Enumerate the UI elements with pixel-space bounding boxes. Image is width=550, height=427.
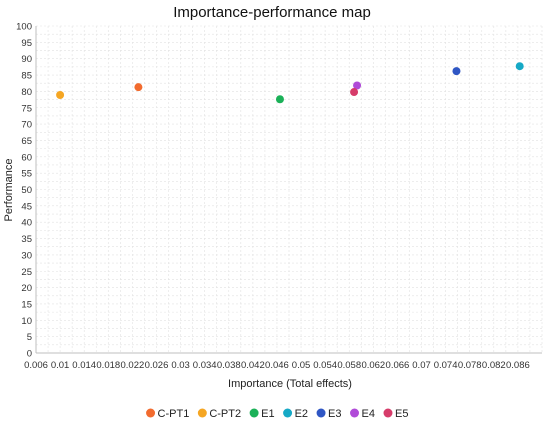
y-tick-label: 15	[21, 299, 32, 310]
legend-label-e1: E1	[261, 408, 274, 420]
x-tick-label: 0.042	[241, 360, 265, 371]
legend-marker-c-pt2	[197, 408, 207, 418]
data-point-e5[interactable]	[350, 88, 359, 97]
y-tick-label: 85	[21, 71, 32, 82]
legend: C-PT1 C-PT2 E1 E2 E3 E4 E5	[146, 408, 408, 420]
legend-marker-e3	[316, 408, 326, 418]
y-tick-label: 55	[21, 169, 32, 180]
legend-label-e5: E5	[395, 408, 408, 420]
legend-label-c-pt1: C-PT1	[158, 408, 190, 420]
x-tick-label: 0.01	[51, 360, 70, 371]
y-axis-label: Performance	[3, 159, 15, 222]
data-point-e3[interactable]	[452, 67, 461, 76]
data-point-c-pt2[interactable]	[56, 90, 65, 99]
y-tick-label: 50	[21, 185, 32, 196]
y-tick-label: 35	[21, 234, 32, 245]
data-point-c-pt1[interactable]	[134, 83, 143, 92]
y-tick-label: 20	[21, 283, 32, 294]
x-tick-label: 0.034	[193, 360, 217, 371]
legend-marker-c-pt1	[146, 408, 156, 418]
legend-marker-e2	[283, 408, 293, 418]
data-points	[56, 62, 524, 104]
x-tick-label: 0.046	[265, 360, 289, 371]
data-point-e4[interactable]	[353, 81, 362, 90]
legend-marker-e5	[383, 408, 393, 418]
x-tick-label: 0.026	[145, 360, 169, 371]
x-tick-label: 0.078	[458, 360, 482, 371]
y-tick-label: 40	[21, 218, 32, 229]
y-tick-label: 25	[21, 267, 32, 278]
legend-label-c-pt2: C-PT2	[209, 408, 241, 420]
x-tick-label: 0.082	[482, 360, 506, 371]
y-tick-label: 95	[21, 38, 32, 49]
legend-marker-e4	[350, 408, 360, 418]
x-tick-label: 0.022	[120, 360, 144, 371]
x-tick-label: 0.018	[96, 360, 120, 371]
y-tick-label: 90	[21, 54, 32, 65]
y-tick-label: 75	[21, 103, 32, 114]
y-tick-label: 60	[21, 152, 32, 163]
legend-marker-e1	[249, 408, 259, 418]
data-point-e1[interactable]	[275, 95, 284, 104]
legend-label-e3: E3	[328, 408, 341, 420]
x-tick-label: 0.014	[72, 360, 96, 371]
x-tick-label: 0.038	[217, 360, 241, 371]
y-tick-label: 5	[27, 332, 32, 343]
y-tick-label: 80	[21, 87, 32, 98]
axes: 0 5 10 15 20 25 30 35 40 45 50 55 60 65 70 75 80 85 90 95 10…	[16, 22, 542, 371]
y-tick-label: 70	[21, 120, 32, 131]
grid	[35, 25, 543, 354]
y-tick-label: 45	[21, 201, 32, 212]
x-axis-label: Importance (Total effects)	[228, 378, 352, 390]
x-tick-label: 0.086	[506, 360, 530, 371]
y-tick-label: 65	[21, 136, 32, 147]
data-point-e2[interactable]	[515, 62, 524, 71]
x-tick-label: 0.006	[24, 360, 48, 371]
x-tick-label: 0.07	[412, 360, 431, 371]
y-tick-label: 10	[21, 316, 32, 327]
x-tick-label: 0.074	[434, 360, 458, 371]
y-tick-label: 0	[27, 349, 32, 360]
x-tick-label: 0.054	[313, 360, 337, 371]
x-tick-label: 0.062	[361, 360, 385, 371]
legend-label-e2: E2	[295, 408, 308, 420]
x-tick-label: 0.058	[337, 360, 361, 371]
legend-label-e4: E4	[362, 408, 375, 420]
x-tick-label: 0.066	[386, 360, 410, 371]
chart-title: Importance-performance map	[173, 4, 371, 21]
x-tick-label: 0.03	[171, 360, 190, 371]
y-tick-label: 30	[21, 250, 32, 261]
x-tick-label: 0.05	[292, 360, 311, 371]
y-tick-label: 100	[16, 22, 32, 33]
